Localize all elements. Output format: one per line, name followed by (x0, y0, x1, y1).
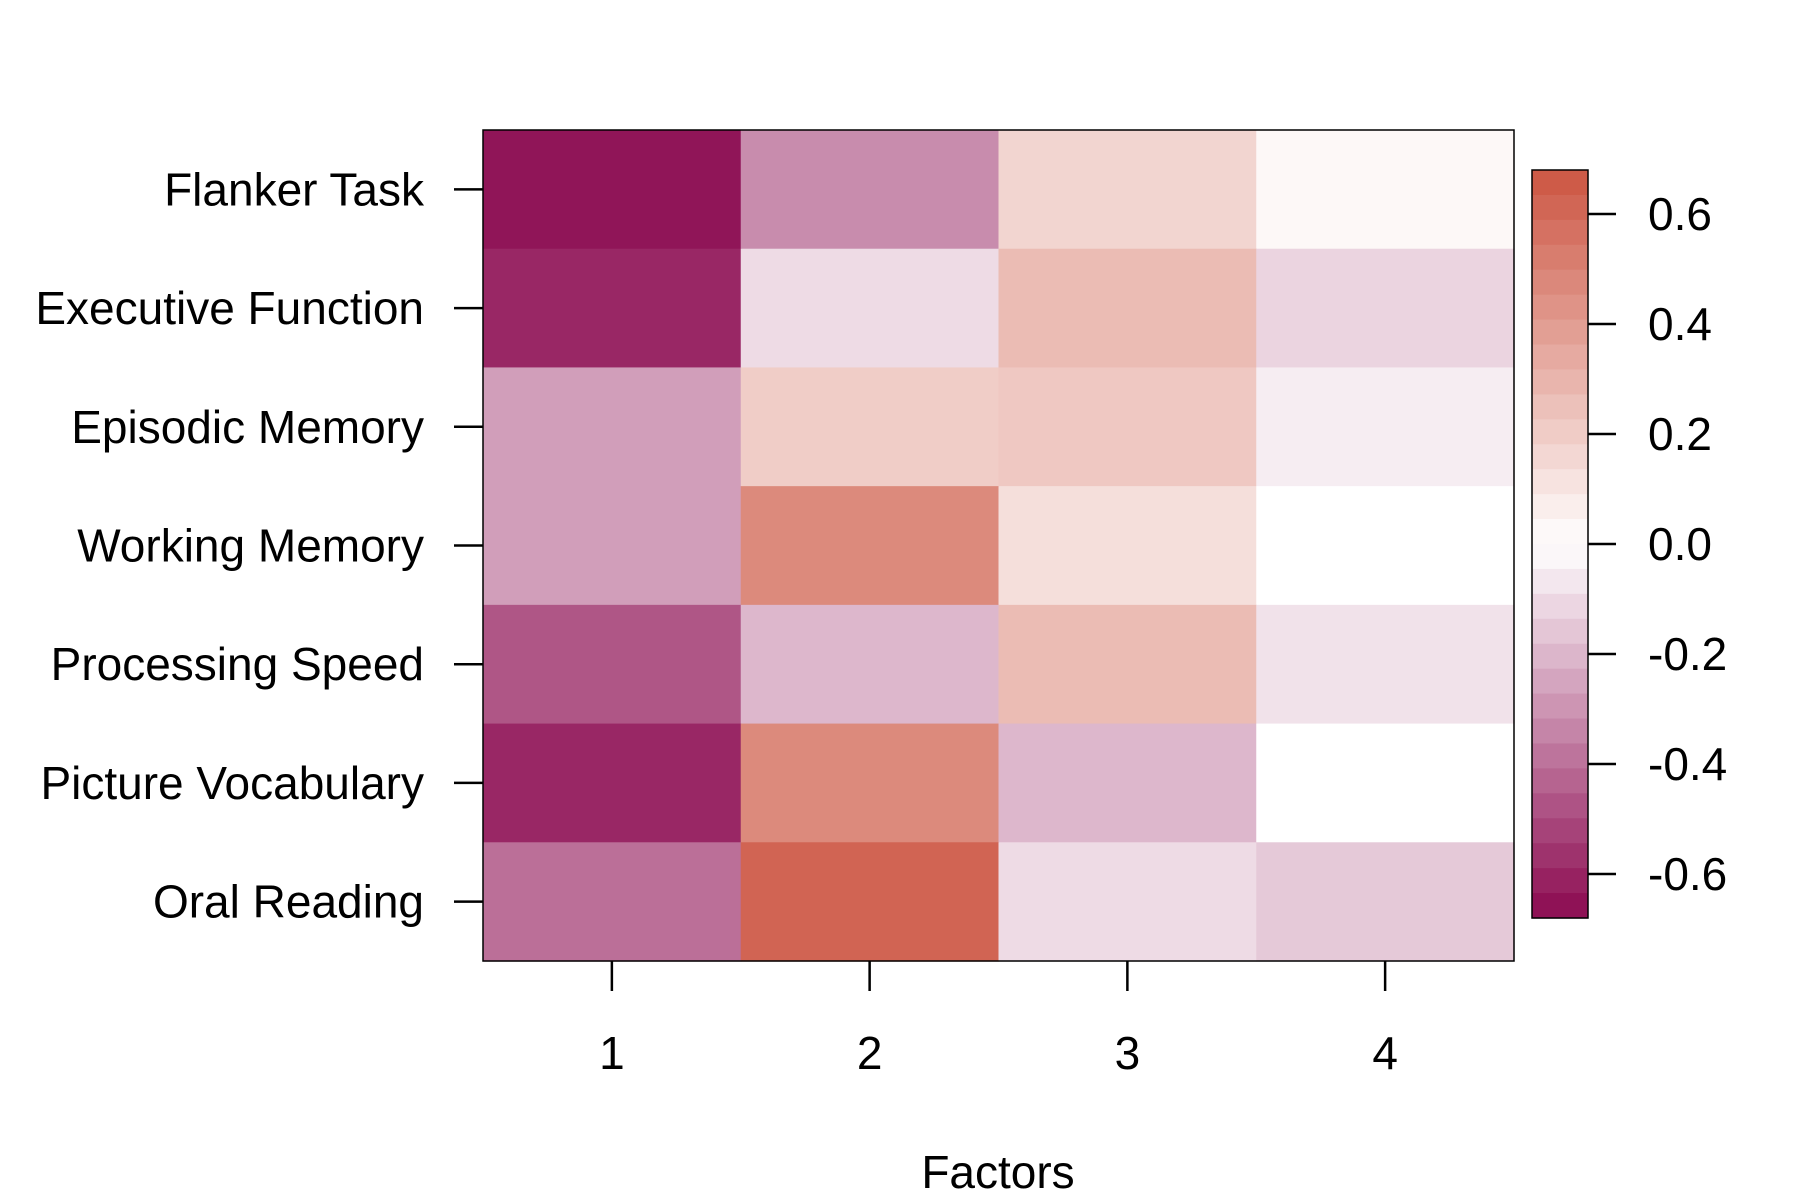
x-axis-label: Factors (921, 1146, 1074, 1198)
colorbar-swatch (1532, 768, 1588, 794)
heatmap-cell (1256, 486, 1515, 606)
colorbar-tick-label: -0.6 (1648, 848, 1727, 900)
x-tick-label: 2 (857, 1027, 883, 1079)
heatmap-cell (998, 130, 1257, 250)
y-tick-label: Working Memory (77, 520, 424, 572)
colorbar: 0.6 0.4 0.2 0.0 -0.2 -0.4 -0.6 (1531, 169, 1727, 919)
heatmap-cell (998, 248, 1257, 369)
colorbar-tick-label: 0.6 (1648, 188, 1712, 240)
heatmap-cell (740, 604, 1000, 725)
colorbar-tick-label: -0.2 (1648, 628, 1727, 680)
colorbar-swatch (1532, 618, 1588, 645)
heatmap-cell (483, 604, 742, 725)
colorbar-swatch (1532, 170, 1588, 196)
colorbar-swatch (1532, 344, 1588, 371)
x-tick-label: 1 (599, 1027, 625, 1079)
y-axis: Flanker Task Executive Function Episodic M… (35, 163, 483, 928)
y-tick-label: Executive Function (35, 282, 424, 334)
heatmap-cell (740, 248, 1000, 369)
colorbar-swatch (1532, 369, 1588, 395)
heatmap-cell (1256, 367, 1515, 487)
heatmap-cell (483, 248, 742, 369)
heatmap-cell (998, 842, 1257, 962)
colorbar-swatch (1532, 519, 1588, 545)
heatmap-cell (998, 367, 1257, 487)
colorbar-swatch (1532, 494, 1588, 520)
heatmap-cell (740, 367, 1000, 487)
heatmap-cell (998, 486, 1257, 606)
colorbar-swatch (1532, 444, 1588, 470)
heatmap-cell (998, 723, 1257, 843)
colorbar-swatch (1532, 868, 1588, 894)
colorbar-swatch (1532, 893, 1588, 919)
colorbar-swatch (1532, 693, 1588, 720)
heatmap-cell (740, 486, 1000, 606)
colorbar-swatch (1532, 294, 1588, 321)
heatmap-cell (1256, 723, 1515, 843)
x-axis: 1 2 3 4 (599, 961, 1398, 1079)
colorbar-swatch (1532, 269, 1588, 296)
heatmap-cell (1256, 604, 1515, 725)
colorbar-swatch (1532, 743, 1588, 769)
colorbar-swatch (1532, 793, 1588, 819)
heatmap-cell (740, 723, 1000, 843)
colorbar-swatch (1532, 394, 1588, 420)
y-tick-label: Picture Vocabulary (40, 757, 424, 809)
x-tick-label: 3 (1115, 1027, 1141, 1079)
y-tick-label: Episodic Memory (71, 401, 424, 453)
heatmap-cell (740, 842, 1000, 962)
colorbar-swatch (1532, 568, 1588, 595)
colorbar-swatch (1532, 643, 1588, 670)
colorbar-swatch (1532, 544, 1588, 570)
heatmap-cell (483, 842, 742, 962)
colorbar-tick-label: 0.4 (1648, 298, 1712, 350)
heatmap-cell (998, 604, 1257, 725)
y-tick-label: Processing Speed (51, 638, 424, 690)
heatmap-cell (740, 130, 1000, 250)
colorbar-swatch (1532, 219, 1588, 246)
colorbar-swatch (1532, 718, 1588, 745)
heatmap-cell (1256, 842, 1515, 962)
y-tick-label: Flanker Task (164, 163, 425, 215)
heatmap-cell (483, 130, 742, 250)
colorbar-tick-label: 0.2 (1648, 408, 1712, 460)
heatmap-cells (483, 130, 1515, 962)
colorbar-swatch (1532, 419, 1588, 445)
colorbar-swatch (1532, 319, 1588, 346)
colorbar-swatch (1532, 469, 1588, 495)
x-tick-label: 4 (1372, 1027, 1398, 1079)
colorbar-swatch (1532, 194, 1588, 221)
heatmap-cell (1256, 130, 1515, 250)
colorbar-swatch (1532, 818, 1588, 844)
colorbar-tick-label: -0.4 (1648, 738, 1727, 790)
heatmap-cell (1256, 248, 1515, 369)
heatmap-cell (483, 367, 742, 487)
heatmap-cell (483, 486, 742, 606)
colorbar-swatch (1532, 668, 1588, 695)
heatmap-cell (483, 723, 742, 843)
colorbar-swatch (1532, 244, 1588, 271)
colorbar-swatch (1532, 843, 1588, 869)
colorbar-swatch (1532, 593, 1588, 620)
y-tick-label: Oral Reading (153, 876, 424, 928)
colorbar-tick-label: 0.0 (1648, 518, 1712, 570)
